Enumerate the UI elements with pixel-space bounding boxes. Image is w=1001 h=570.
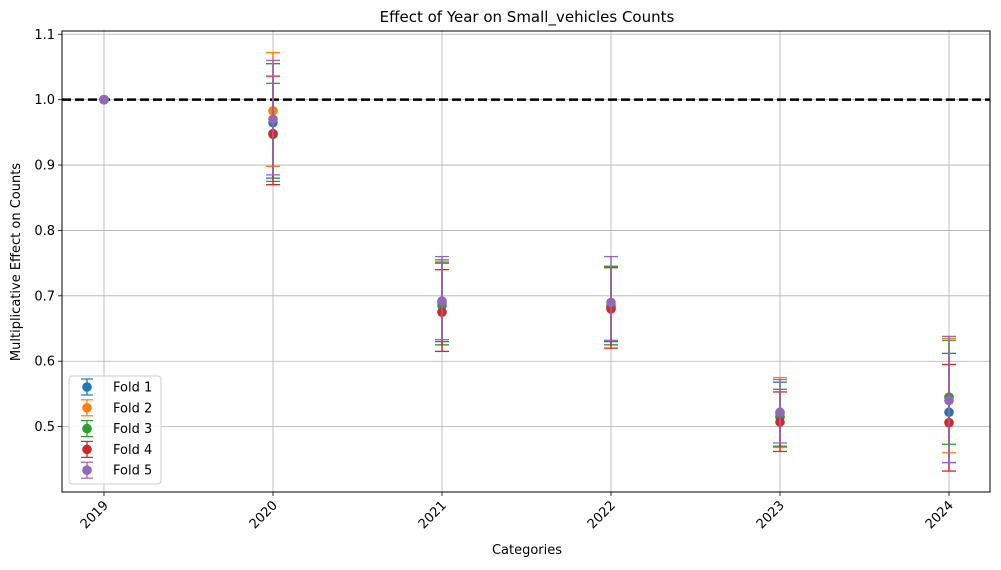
legend-label: Fold 3 xyxy=(113,422,152,437)
y-tick-label: 1.1 xyxy=(34,28,55,43)
x-tick-label: 2024 xyxy=(923,498,957,532)
legend-marker xyxy=(82,403,92,413)
data-point xyxy=(437,296,447,306)
x-tick-label: 2022 xyxy=(585,498,619,532)
chart-title: Effect of Year on Small_vehicles Counts xyxy=(380,8,675,27)
legend-label: Fold 2 xyxy=(113,401,152,416)
series-4 xyxy=(99,75,956,472)
plot-area-frame xyxy=(61,30,991,493)
legend: Fold 1 Fold 2 Fold 3 Fold 4 Fold 5 xyxy=(68,375,162,485)
y-tick-label: 0.7 xyxy=(34,289,55,304)
legend-marker xyxy=(82,382,92,392)
series-3 xyxy=(99,82,956,447)
data-point xyxy=(606,297,616,308)
y-tick-label: 0.5 xyxy=(34,420,55,435)
tick-group: 0.5 0.6 0.7 0.8 0.9 1.0 1.1 2019 2020 2021 2022 202… xyxy=(34,28,957,532)
y-tick-label: 0.6 xyxy=(34,355,55,370)
y-tick-label: 0.9 xyxy=(34,159,55,174)
legend-marker xyxy=(82,423,92,434)
x-tick-label: 2020 xyxy=(247,498,281,532)
legend-item: Fold 1 xyxy=(81,378,152,396)
legend-label: Fold 1 xyxy=(113,381,152,396)
legend-item: Fold 5 xyxy=(81,461,152,479)
data-point xyxy=(99,94,109,105)
x-tick-label: 2021 xyxy=(416,498,450,532)
data-point xyxy=(268,114,278,125)
series-2 xyxy=(99,51,956,454)
legend-label: Fold 4 xyxy=(113,443,152,458)
legend-item: Fold 2 xyxy=(81,399,152,417)
series-1 xyxy=(99,63,956,464)
y-axis-label: Multiplicative Effect on Counts xyxy=(9,163,24,361)
series-5 xyxy=(99,59,956,464)
data-series-group xyxy=(99,51,956,472)
data-point xyxy=(775,407,785,418)
x-axis-label: Categories xyxy=(492,543,562,558)
y-tick-label: 0.8 xyxy=(34,224,55,239)
legend-item: Fold 3 xyxy=(81,420,152,438)
x-tick-label: 2023 xyxy=(754,498,788,532)
legend-marker xyxy=(82,465,92,476)
data-point xyxy=(944,395,954,406)
legend-marker xyxy=(82,444,92,455)
y-tick-label: 1.0 xyxy=(34,93,55,108)
x-tick-label: 2019 xyxy=(78,498,112,532)
legend-item: Fold 4 xyxy=(81,440,152,458)
legend-label: Fold 5 xyxy=(113,464,152,479)
